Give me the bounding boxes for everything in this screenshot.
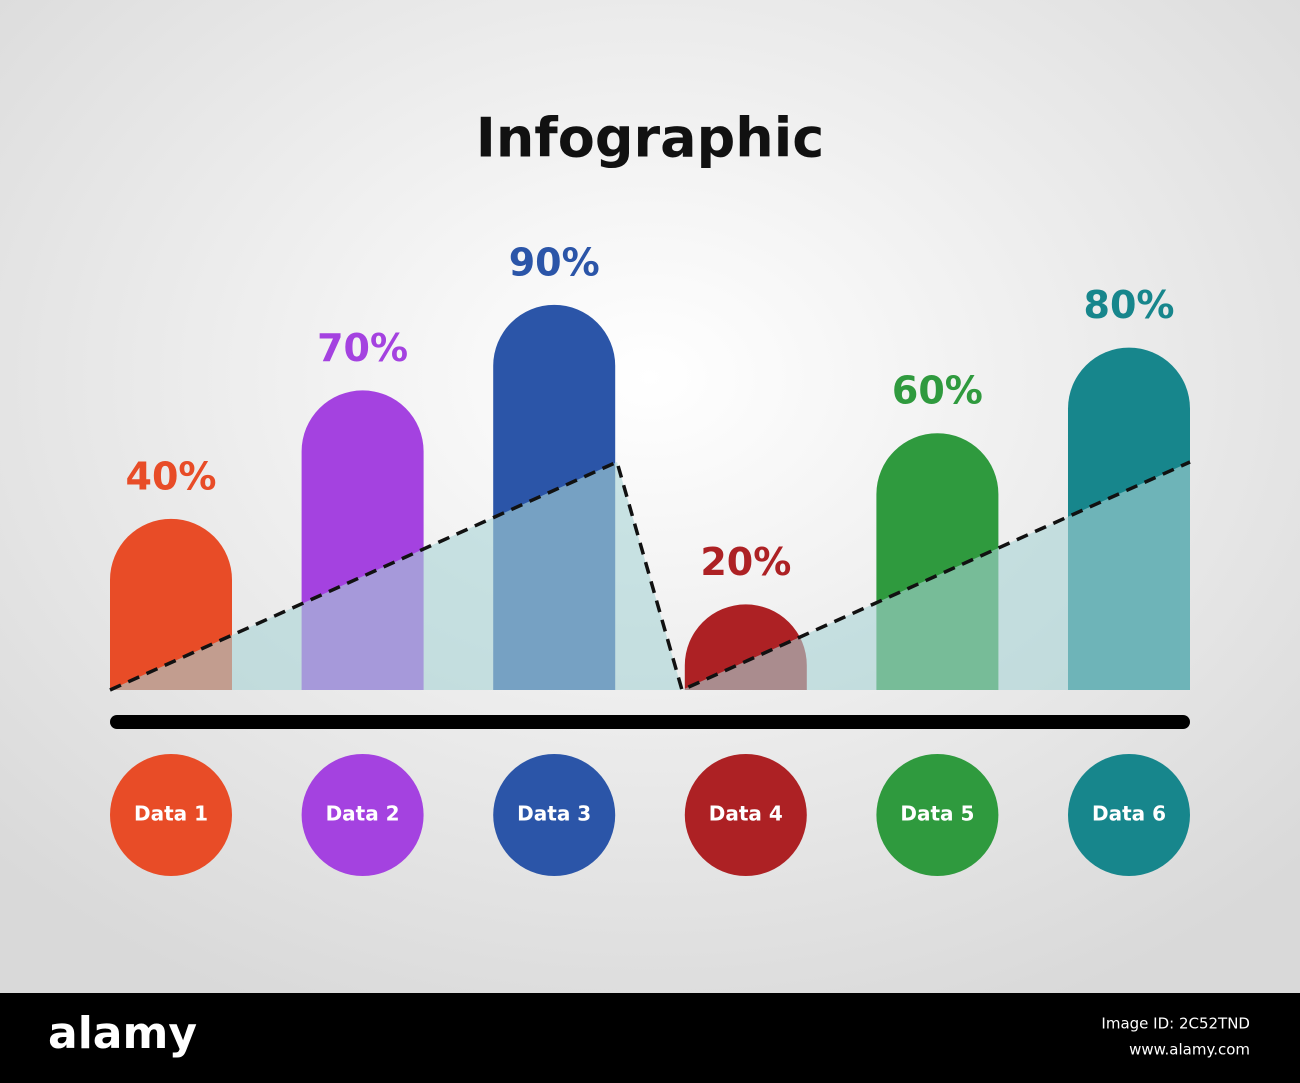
value-label: 80%	[1084, 283, 1175, 327]
category-badge	[684, 754, 807, 876]
category-badge	[493, 754, 616, 876]
watermark-logo: alamy	[48, 1008, 197, 1059]
value-label: 90%	[509, 240, 600, 284]
watermark-id: Image ID: 2C52TND	[1101, 1015, 1250, 1033]
chart-title: Infographic	[476, 107, 824, 170]
category-label: Data 1	[134, 802, 208, 826]
value-label: 40%	[126, 454, 217, 498]
watermark-bar	[0, 993, 1300, 1083]
value-label: 60%	[892, 369, 983, 413]
category-label: Data 5	[900, 802, 974, 826]
watermark-url: www.alamy.com	[1129, 1041, 1250, 1059]
category-label: Data 6	[1092, 802, 1166, 826]
trend-area	[110, 462, 1190, 690]
value-label: 20%	[700, 540, 791, 584]
category-badge	[301, 754, 424, 876]
trend-line	[109, 459, 1191, 693]
category-label: Data 2	[326, 802, 400, 826]
category-badge	[876, 754, 999, 876]
category-badge	[110, 754, 232, 876]
labels: 40% Data 1 70% Data 2 90% Data 3 20% Data 4 60% D…	[110, 240, 1190, 876]
category-label: Data 3	[517, 802, 591, 826]
category-badge	[1068, 754, 1190, 876]
category-label: Data 4	[709, 802, 783, 826]
value-label: 70%	[317, 326, 408, 370]
